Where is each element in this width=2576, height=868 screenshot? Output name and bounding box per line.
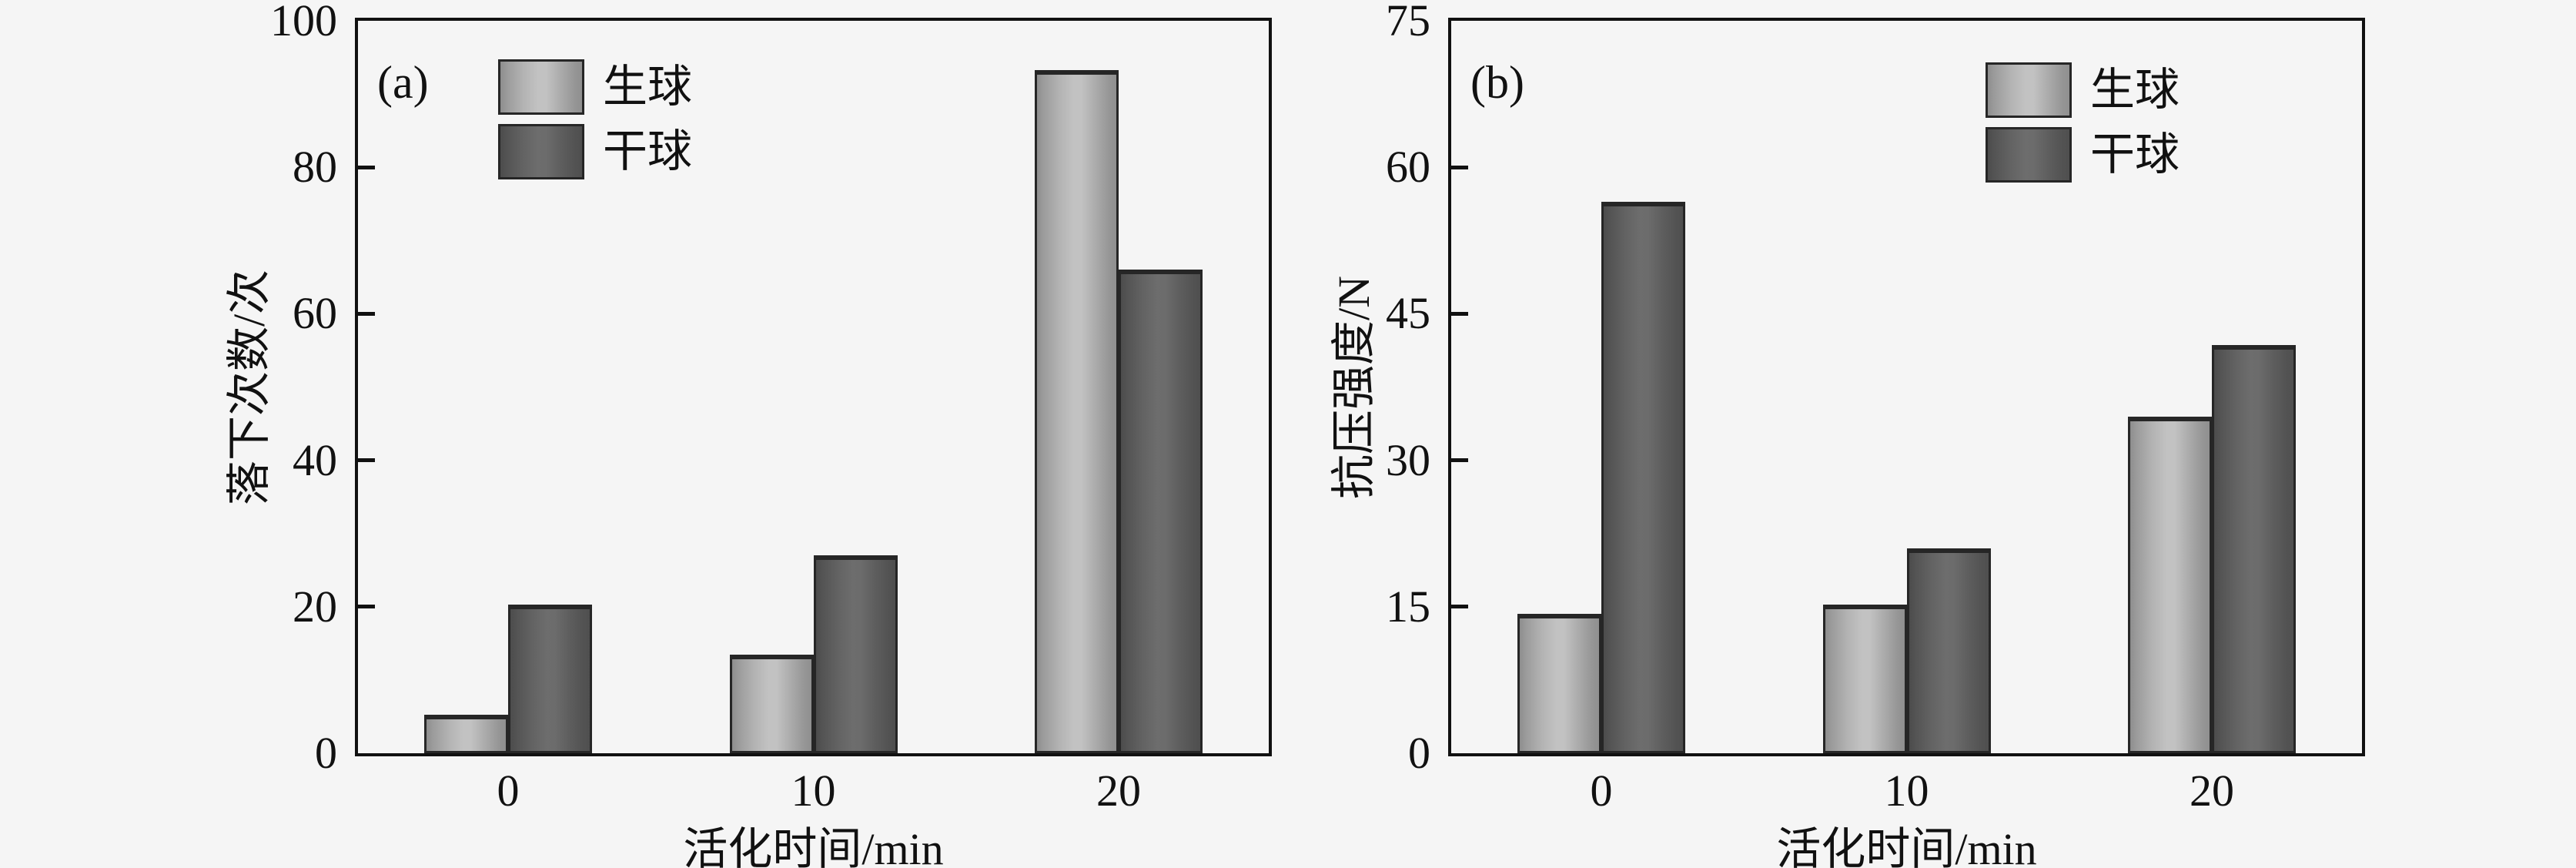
bar-干球-20	[1119, 270, 1203, 753]
panel-a-plot-area: (a) 生球 干球 落下次数/次 活化时间/min 0 20 40 60 80 100 0 10…	[224, 0, 1272, 868]
bar-生球-20	[1035, 69, 1119, 753]
bar-干球-10	[1906, 548, 1991, 753]
bar-生球-0	[1517, 613, 1601, 753]
x-tick-label: 10	[1884, 766, 1929, 816]
y-tick-label: 60	[293, 288, 337, 339]
y-tick-mark	[358, 165, 375, 169]
bar-干球-0	[508, 604, 592, 753]
bar-生球-20	[2128, 416, 2212, 753]
bar-生球-10	[729, 654, 814, 753]
y-tick-label: 45	[1386, 288, 1430, 339]
x-tick-label: 20	[1096, 766, 1141, 816]
panel-a-legend: 生球 干球	[498, 59, 692, 179]
legend-swatch-dark	[498, 124, 584, 179]
legend-item-干球: 干球	[1986, 127, 2180, 183]
legend-label: 干球	[2090, 129, 2180, 179]
bar-生球-0	[424, 714, 508, 753]
y-tick-mark	[1451, 165, 1468, 169]
legend-swatch-light	[1986, 62, 2072, 118]
legend-label: 干球	[603, 126, 693, 176]
x-tick-label: 10	[791, 766, 836, 816]
y-tick-label: 0	[1408, 728, 1430, 778]
panel-b-letter: (b)	[1470, 57, 1524, 108]
legend-item-干球: 干球	[498, 124, 692, 179]
panel-b-plot-area: (b) 生球 干球 抗压强度/N 活化时间/min 0 15 30 45 60 75 0 10 2…	[1329, 0, 2365, 868]
bar-干球-0	[1601, 201, 1685, 753]
y-tick-label: 80	[293, 142, 337, 193]
y-tick-label: 100	[270, 0, 337, 45]
y-tick-label: 15	[1386, 581, 1430, 632]
x-tick-label: 0	[1590, 766, 1613, 816]
legend-label: 生球	[2090, 65, 2180, 115]
panel-a-x-axis-title: 活化时间/min	[683, 824, 944, 868]
legend-swatch-light	[498, 59, 584, 115]
bar-生球-10	[1822, 605, 1907, 753]
y-tick-label: 60	[1386, 142, 1430, 193]
y-tick-mark	[1451, 311, 1468, 316]
y-tick-mark	[1451, 458, 1468, 463]
y-tick-mark	[358, 605, 375, 609]
y-tick-mark	[358, 311, 375, 316]
legend-item-生球: 生球	[1986, 62, 2180, 118]
y-tick-label: 75	[1386, 0, 1430, 45]
y-tick-label: 40	[293, 434, 337, 485]
y-tick-label: 30	[1386, 434, 1430, 485]
legend-item-生球: 生球	[498, 59, 692, 115]
y-tick-mark	[1451, 605, 1468, 609]
x-tick-label: 0	[497, 766, 520, 816]
panel-b-x-axis-title: 活化时间/min	[1776, 824, 2037, 868]
legend-swatch-dark	[1986, 127, 2072, 183]
panel-a-letter: (a)	[377, 57, 429, 108]
legend-label: 生球	[603, 62, 693, 112]
panel-b-legend: 生球 干球	[1986, 62, 2180, 183]
bar-干球-20	[2212, 344, 2296, 753]
y-tick-label: 20	[293, 581, 337, 632]
y-tick-label: 0	[315, 728, 337, 778]
bar-干球-10	[813, 555, 898, 753]
x-tick-label: 20	[2190, 766, 2234, 816]
y-tick-mark	[358, 458, 375, 463]
